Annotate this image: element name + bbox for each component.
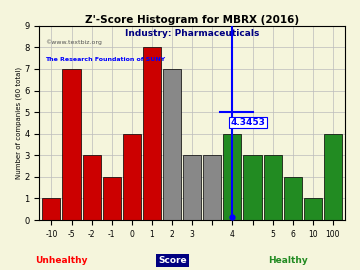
Text: ©www.textbiz.org: ©www.textbiz.org	[45, 39, 102, 45]
Bar	[264, 155, 282, 220]
Bar	[82, 155, 101, 220]
Text: Industry: Pharmaceuticals: Industry: Pharmaceuticals	[125, 29, 259, 38]
Bar	[183, 155, 201, 220]
Bar	[163, 69, 181, 220]
Bar	[223, 134, 242, 220]
Bar	[324, 134, 342, 220]
Bar	[143, 47, 161, 220]
Title: Z'-Score Histogram for MBRX (2016): Z'-Score Histogram for MBRX (2016)	[85, 15, 299, 25]
Text: The Research Foundation of SUNY: The Research Foundation of SUNY	[45, 57, 166, 62]
Bar	[243, 155, 262, 220]
Y-axis label: Number of companies (60 total): Number of companies (60 total)	[15, 67, 22, 179]
Bar	[304, 198, 322, 220]
Bar	[42, 198, 60, 220]
Bar	[103, 177, 121, 220]
Text: Healthy: Healthy	[268, 256, 308, 265]
Text: Unhealthy: Unhealthy	[35, 256, 87, 265]
Bar	[284, 177, 302, 220]
Bar	[203, 155, 221, 220]
Bar	[63, 69, 81, 220]
Bar	[123, 134, 141, 220]
Text: Score: Score	[158, 256, 187, 265]
Text: 4.3453: 4.3453	[230, 118, 265, 127]
